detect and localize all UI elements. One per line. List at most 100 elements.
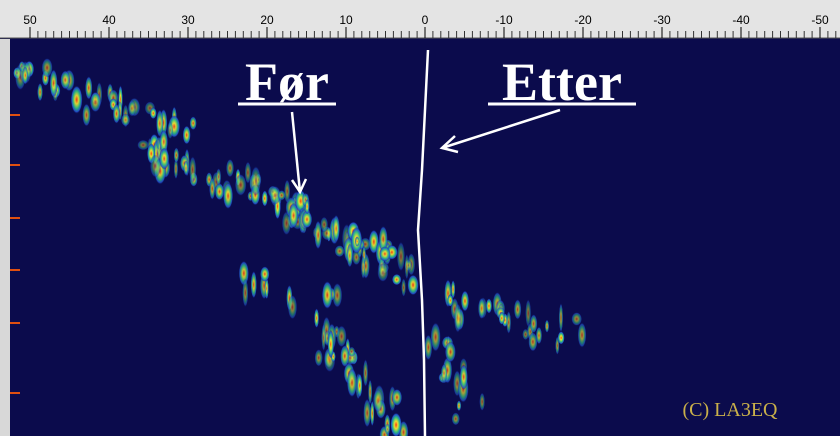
signal-blob [454, 303, 462, 333]
signal-blob [288, 295, 297, 320]
signal-blob [128, 100, 136, 116]
signal-blob [407, 275, 418, 296]
signal-blob [278, 190, 286, 200]
signal-blob [545, 320, 549, 333]
signal-blob [284, 179, 290, 203]
signal-blob [461, 290, 469, 311]
signal-blob [50, 69, 58, 97]
after-arrow [442, 110, 560, 152]
tick-label: 20 [260, 13, 274, 27]
arrows [292, 110, 560, 192]
signal-blob [174, 147, 179, 163]
signal-blob [357, 373, 363, 397]
signal-blob [215, 183, 224, 200]
signal-blob [385, 424, 390, 435]
tick-label: 30 [181, 13, 195, 27]
signal-blob [314, 308, 319, 328]
signal-blob [183, 126, 191, 145]
ruler-background [0, 0, 840, 38]
signal-blob [159, 148, 169, 170]
signal-blob [150, 107, 157, 119]
signal-blob [315, 349, 323, 366]
tick-label: 0 [422, 13, 429, 27]
signal-blob [363, 359, 368, 387]
left-border [0, 39, 10, 436]
signal-blob [424, 334, 432, 360]
tick-label: 50 [23, 13, 37, 27]
signal-blob [167, 121, 173, 139]
signal-blob [452, 412, 460, 425]
signal-blob [340, 345, 349, 367]
signal-blob [332, 215, 339, 243]
signal-blob [559, 303, 563, 333]
tick-label: -20 [574, 13, 592, 27]
tick-label: -50 [811, 13, 829, 27]
signal-blob [336, 325, 346, 347]
signal-blob [457, 400, 462, 411]
signal-blob [460, 364, 468, 389]
signal-blob [183, 161, 188, 176]
signal-blob [441, 364, 447, 383]
signal-blob [90, 92, 101, 113]
signal-blob [216, 168, 221, 185]
signal-blob [260, 266, 269, 281]
tick-label: -10 [495, 13, 513, 27]
tick-label: 10 [339, 13, 353, 27]
signal-blob [37, 83, 43, 101]
signal-blob [514, 299, 522, 319]
signal-blob [368, 379, 372, 404]
signal-blob [322, 281, 333, 309]
signal-blob [289, 203, 299, 228]
signal-blob [447, 294, 453, 306]
tick-label: -30 [653, 13, 671, 27]
signal-blob [305, 199, 309, 214]
signal-blob [361, 256, 365, 279]
signal-blob [479, 393, 485, 411]
signal-blob [226, 159, 234, 177]
signal-blob [347, 368, 357, 397]
signal-blob [478, 298, 485, 319]
waterfall-window: 50403020100-10-20-30-40-50 Før Etter (C)… [0, 0, 840, 436]
signal-traces [13, 58, 586, 436]
signal-blob [530, 314, 538, 333]
signal-blob [499, 312, 505, 325]
signal-blob [392, 274, 401, 285]
signal-blob [251, 271, 257, 299]
signal-blob [536, 327, 542, 345]
signal-blob [242, 278, 248, 307]
signal-blob [397, 242, 405, 272]
center-line [418, 50, 428, 436]
signal-blob [522, 329, 528, 340]
signal-blob [121, 114, 130, 127]
signal-blob [405, 254, 409, 280]
signal-blob [377, 263, 388, 282]
signal-blob [390, 413, 401, 436]
signal-blob [558, 331, 565, 344]
signal-blob [392, 389, 402, 406]
signal-blob [137, 140, 149, 150]
signal-blob [235, 174, 247, 196]
signal-blob [262, 190, 268, 206]
signal-blob [71, 85, 83, 114]
before-arrow [292, 112, 306, 192]
page: {"ruler": {"ticks": ["50", "40", "30", "… [0, 0, 840, 436]
signal-blob [355, 236, 360, 246]
signal-blob [578, 322, 587, 347]
signal-blob [445, 341, 456, 362]
signal-blob [223, 182, 233, 209]
signal-blob [209, 178, 215, 200]
signal-blob [22, 66, 28, 84]
credit: (C) LA3EQ [683, 399, 779, 421]
signal-blob [314, 220, 321, 249]
signal-blob [335, 245, 345, 257]
signal-blob [189, 156, 196, 183]
tick-label: -40 [732, 13, 750, 27]
signal-blob [401, 278, 406, 296]
signal-blob [328, 330, 334, 359]
signal-blob [60, 70, 70, 89]
signal-blob [379, 246, 390, 261]
signal-blob [113, 104, 120, 124]
signal-blob [190, 116, 197, 130]
signal-blob [373, 389, 383, 412]
signal-blob [251, 166, 261, 196]
